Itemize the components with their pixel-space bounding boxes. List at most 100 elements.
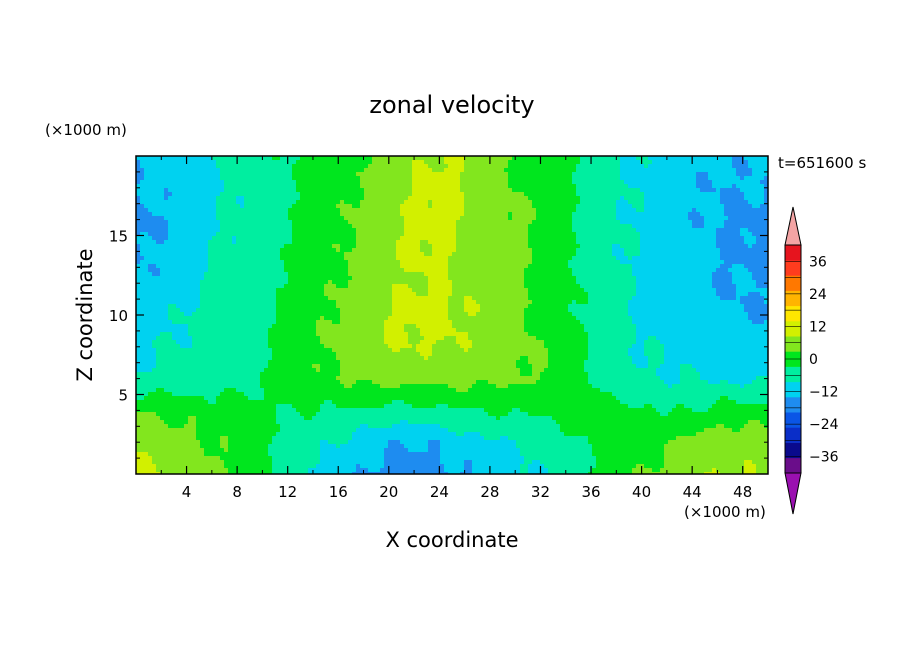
contour-cell bbox=[352, 264, 357, 269]
contour-cell bbox=[440, 224, 445, 229]
contour-cell bbox=[716, 220, 721, 225]
contour-cell bbox=[460, 176, 465, 181]
contour-cell bbox=[752, 156, 757, 161]
contour-cell bbox=[272, 160, 277, 165]
contour-cell bbox=[484, 268, 489, 273]
contour-cell bbox=[672, 228, 677, 233]
contour-cell bbox=[756, 184, 761, 189]
contour-cell bbox=[632, 248, 637, 253]
contour-cell bbox=[584, 196, 589, 201]
contour-cell bbox=[692, 236, 697, 241]
contour-cell bbox=[664, 252, 669, 257]
contour-cell bbox=[256, 184, 261, 189]
contour-cell bbox=[700, 216, 705, 221]
contour-cell bbox=[376, 156, 381, 161]
contour-cell bbox=[220, 212, 225, 217]
contour-cell bbox=[160, 228, 165, 233]
contour-cell bbox=[600, 164, 605, 169]
contour-cell bbox=[408, 248, 413, 253]
contour-cell bbox=[392, 280, 397, 285]
contour-cell bbox=[344, 168, 349, 173]
time-label: t=651600 s bbox=[778, 154, 866, 172]
contour-cell bbox=[616, 200, 621, 205]
contour-cell bbox=[460, 220, 465, 225]
contour-cell bbox=[660, 216, 665, 221]
contour-cell bbox=[604, 276, 609, 281]
contour-cell bbox=[680, 260, 685, 265]
contour-cell bbox=[328, 272, 333, 277]
contour-cell bbox=[616, 224, 621, 229]
contour-cell bbox=[476, 164, 481, 169]
contour-cell bbox=[316, 184, 321, 189]
contour-cell bbox=[564, 248, 569, 253]
contour-cell bbox=[572, 172, 577, 177]
contour-cell bbox=[616, 268, 621, 273]
contour-cell bbox=[512, 240, 517, 245]
contour-cell bbox=[520, 228, 525, 233]
contour-cell bbox=[672, 172, 677, 177]
contour-cell bbox=[344, 196, 349, 201]
contour-cell bbox=[588, 256, 593, 261]
contour-cell bbox=[512, 244, 517, 249]
contour-cell bbox=[412, 280, 417, 285]
contour-cell bbox=[608, 248, 613, 253]
contour-cell bbox=[620, 240, 625, 245]
contour-cell bbox=[308, 220, 313, 225]
contour-cell bbox=[340, 256, 345, 261]
contour-cell bbox=[360, 176, 365, 181]
contour-cell bbox=[364, 248, 369, 253]
contour-cell bbox=[612, 256, 617, 261]
contour-cell bbox=[244, 176, 249, 181]
contour-cell bbox=[264, 180, 269, 185]
contour-cell bbox=[192, 164, 197, 169]
contour-cell bbox=[584, 268, 589, 273]
contour-cell bbox=[300, 252, 305, 257]
contour-cell bbox=[160, 196, 165, 201]
contour-cell bbox=[208, 240, 213, 245]
contour-cell bbox=[500, 240, 505, 245]
contour-cell bbox=[136, 164, 141, 169]
contour-cell bbox=[312, 244, 317, 249]
contour-cell bbox=[580, 160, 585, 165]
contour-cell bbox=[212, 212, 217, 217]
contour-cell bbox=[228, 224, 233, 229]
contour-cell bbox=[340, 196, 345, 201]
contour-cell bbox=[484, 188, 489, 193]
contour-cell bbox=[376, 236, 381, 241]
contour-cell bbox=[480, 252, 485, 257]
contour-cell bbox=[692, 232, 697, 237]
contour-cell bbox=[184, 240, 189, 245]
contour-cell bbox=[424, 204, 429, 209]
contour-cell bbox=[684, 260, 689, 265]
contour-cell bbox=[380, 248, 385, 253]
contour-cell bbox=[284, 168, 289, 173]
contour-cell bbox=[712, 252, 717, 257]
contour-cell bbox=[276, 204, 281, 209]
contour-cell bbox=[224, 268, 229, 273]
contour-cell bbox=[664, 192, 669, 197]
contour-cell bbox=[752, 236, 757, 241]
contour-cell bbox=[676, 224, 681, 229]
contour-cell bbox=[268, 216, 273, 221]
contour-cell bbox=[680, 252, 685, 257]
contour-cell bbox=[720, 164, 725, 169]
contour-cell bbox=[636, 156, 641, 161]
contour-cell bbox=[292, 272, 297, 277]
contour-cell bbox=[252, 192, 257, 197]
contour-cell bbox=[752, 208, 757, 213]
contour-cell bbox=[156, 252, 161, 257]
contour-cell bbox=[544, 220, 549, 225]
contour-cell bbox=[496, 232, 501, 237]
contour-cell bbox=[264, 216, 269, 221]
contour-cell bbox=[292, 220, 297, 225]
contour-cell bbox=[712, 184, 717, 189]
contour-cell bbox=[736, 272, 741, 277]
contour-cell bbox=[356, 212, 361, 217]
contour-cell bbox=[360, 156, 365, 161]
contour-cell bbox=[684, 240, 689, 245]
contour-cell bbox=[736, 276, 741, 281]
contour-cell bbox=[244, 256, 249, 261]
contour-cell bbox=[152, 164, 157, 169]
contour-cell bbox=[732, 168, 737, 173]
contour-cell bbox=[288, 264, 293, 269]
